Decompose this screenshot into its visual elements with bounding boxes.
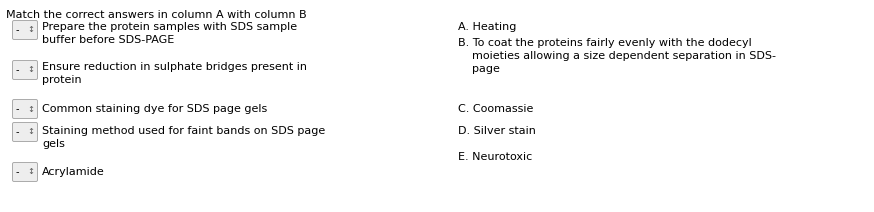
Text: ↕: ↕ bbox=[27, 25, 34, 35]
Text: -: - bbox=[16, 127, 19, 137]
FancyBboxPatch shape bbox=[12, 123, 38, 141]
Text: Acrylamide: Acrylamide bbox=[42, 167, 105, 177]
Text: C. Coomassie: C. Coomassie bbox=[458, 104, 533, 114]
FancyBboxPatch shape bbox=[12, 60, 38, 80]
Text: -: - bbox=[16, 65, 19, 75]
Text: -: - bbox=[16, 167, 19, 177]
FancyBboxPatch shape bbox=[12, 163, 38, 181]
Text: ↕: ↕ bbox=[27, 105, 34, 113]
Text: Prepare the protein samples with SDS sample
buffer before SDS-PAGE: Prepare the protein samples with SDS sam… bbox=[42, 22, 297, 45]
Text: Match the correct answers in column A with column B: Match the correct answers in column A wi… bbox=[6, 10, 307, 20]
FancyBboxPatch shape bbox=[12, 21, 38, 39]
Text: -: - bbox=[16, 104, 19, 114]
Text: ↕: ↕ bbox=[27, 167, 34, 177]
Text: D. Silver stain: D. Silver stain bbox=[458, 126, 536, 136]
Text: A. Heating: A. Heating bbox=[458, 22, 517, 32]
Text: Staining method used for faint bands on SDS page
gels: Staining method used for faint bands on … bbox=[42, 126, 325, 149]
Text: Common staining dye for SDS page gels: Common staining dye for SDS page gels bbox=[42, 104, 267, 114]
Text: E. Neurotoxic: E. Neurotoxic bbox=[458, 152, 532, 162]
Text: ↕: ↕ bbox=[27, 127, 34, 137]
Text: B. To coat the proteins fairly evenly with the dodecyl
    moieties allowing a s: B. To coat the proteins fairly evenly wi… bbox=[458, 38, 776, 74]
Text: -: - bbox=[16, 25, 19, 35]
Text: ↕: ↕ bbox=[27, 66, 34, 74]
Text: Ensure reduction in sulphate bridges present in
protein: Ensure reduction in sulphate bridges pre… bbox=[42, 62, 307, 85]
FancyBboxPatch shape bbox=[12, 99, 38, 119]
